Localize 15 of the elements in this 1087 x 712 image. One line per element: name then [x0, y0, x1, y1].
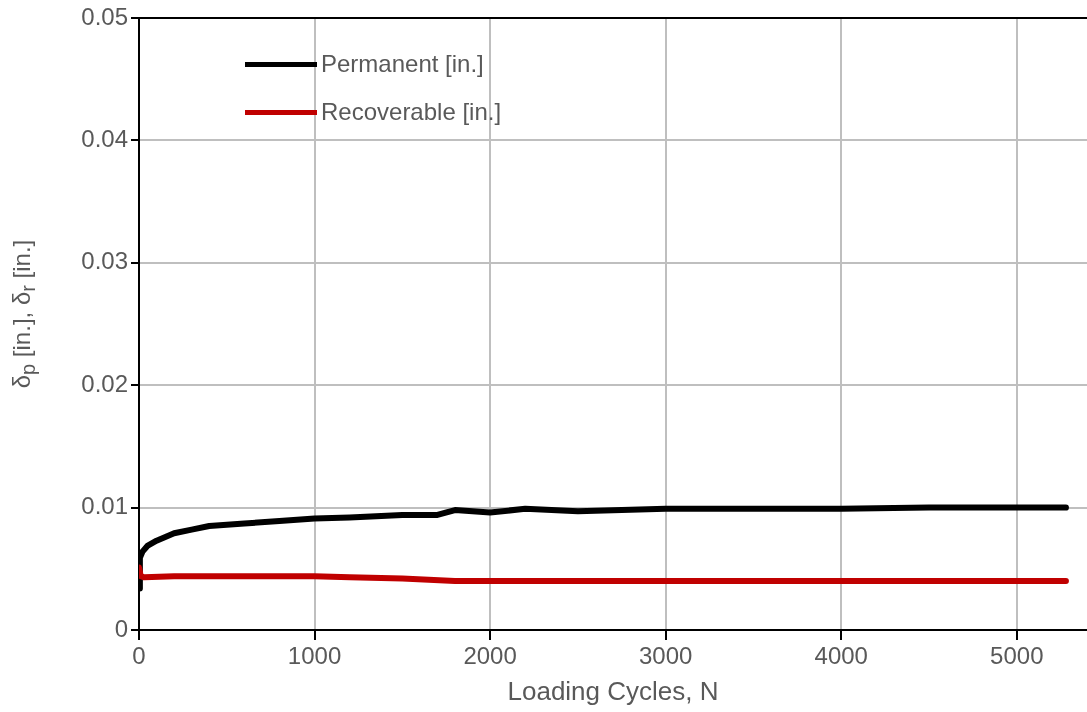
- y-tick-label: 0: [114, 614, 128, 642]
- y-tick-label: 0.04: [81, 125, 128, 153]
- x-tick-label: 1000: [287, 642, 342, 670]
- x-tick-label: 4000: [814, 642, 868, 670]
- x-tick-label: 0: [132, 642, 146, 670]
- y-tick-label: 0.05: [81, 2, 128, 30]
- legend-label: Recoverable [in.]: [321, 98, 502, 126]
- y-tick-label: 0.02: [81, 369, 128, 397]
- x-axis-title: Loading Cycles, N: [507, 675, 719, 706]
- legend-label: Permanent [in.]: [321, 50, 484, 78]
- y-tick-label: 0.01: [81, 492, 128, 520]
- x-tick-label: 2000: [463, 642, 517, 670]
- x-tick-label: 5000: [990, 642, 1044, 670]
- y-tick-label: 0.03: [81, 247, 128, 275]
- x-tick-label: 3000: [638, 642, 693, 670]
